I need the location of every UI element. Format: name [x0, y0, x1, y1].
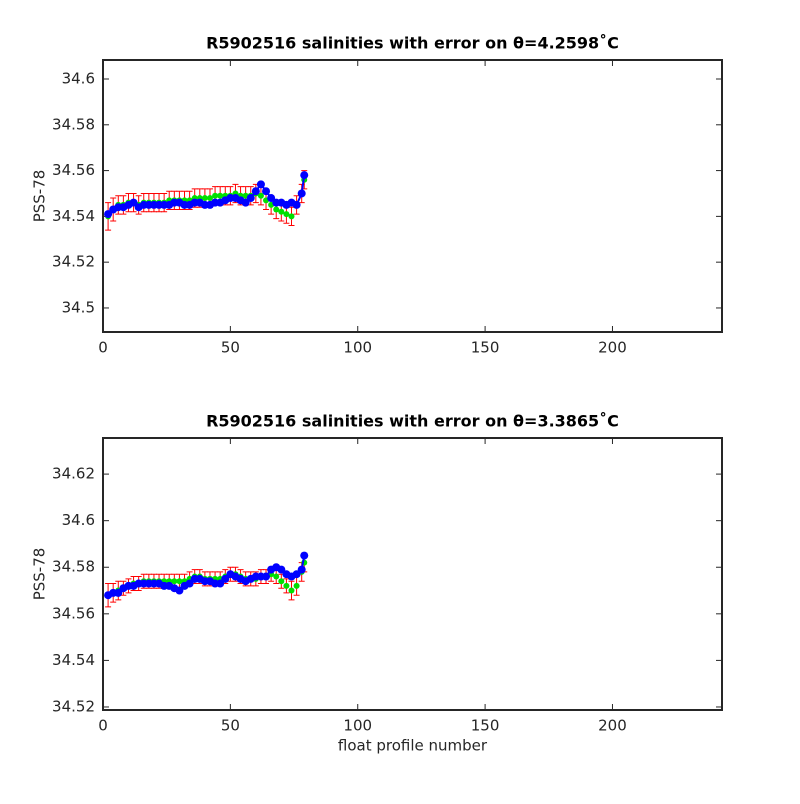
point	[283, 211, 290, 218]
y-axis-label: PSS-78	[31, 548, 49, 601]
y-tick-label: 34.54	[52, 651, 95, 669]
point	[206, 195, 213, 202]
point	[262, 187, 271, 196]
point	[297, 565, 306, 574]
point	[241, 198, 250, 207]
point	[221, 574, 230, 583]
point	[262, 572, 271, 581]
point	[277, 565, 286, 574]
point	[175, 586, 184, 595]
chart-title: R5902516 salinities with error on θ=3.38…	[206, 412, 619, 431]
x-tick-label: 0	[98, 717, 108, 735]
point	[201, 195, 208, 202]
point	[288, 587, 295, 594]
point	[257, 192, 264, 199]
point	[114, 588, 123, 597]
point	[283, 582, 290, 589]
point	[297, 189, 306, 198]
x-tick-label: 0	[98, 339, 108, 357]
point	[246, 194, 255, 203]
point	[300, 171, 309, 180]
x-tick-label: 150	[471, 717, 500, 735]
axes-frame	[102, 437, 723, 711]
y-axis-label: PSS-78	[31, 170, 49, 223]
x-tick-label: 200	[598, 717, 627, 735]
point	[293, 582, 300, 589]
subplot: 34.52 34.54 34.56 34.58 34.6 34.62 0 50 100 150 20…	[31, 412, 723, 755]
point	[251, 187, 260, 196]
y-tick-label: 34.62	[52, 465, 95, 483]
y-tick-label: 34.52	[52, 253, 95, 271]
y-tick-label: 34.6	[62, 70, 95, 88]
point	[129, 198, 138, 207]
y-tick-label: 34.56	[52, 161, 95, 179]
chart-title: R5902516 salinities with error on θ=4.25…	[206, 34, 619, 53]
point	[217, 192, 224, 199]
x-tick-label: 200	[598, 339, 627, 357]
point	[176, 578, 183, 585]
point	[288, 213, 295, 220]
point	[256, 180, 265, 189]
x-tick-label: 50	[221, 717, 240, 735]
point	[104, 210, 113, 219]
point	[292, 200, 301, 209]
point	[278, 578, 285, 585]
point	[278, 208, 285, 215]
y-tick-label: 34.52	[52, 697, 95, 715]
point	[185, 579, 194, 588]
y-tick-label: 34.58	[52, 115, 95, 133]
x-axis-label: float profile number	[338, 737, 488, 755]
plot-area	[103, 438, 722, 710]
point	[267, 194, 276, 203]
y-tick-label: 34.6	[62, 511, 95, 529]
point	[292, 570, 301, 579]
point	[273, 573, 280, 580]
y-tick-label: 34.5	[62, 298, 95, 316]
x-tick-label: 100	[343, 339, 372, 357]
point	[212, 192, 219, 199]
point	[300, 551, 309, 560]
y-tick-label: 34.56	[52, 604, 95, 622]
x-tick-label: 50	[221, 339, 240, 357]
axes-frame	[102, 59, 723, 333]
x-tick-label: 100	[343, 717, 372, 735]
x-tick-label: 150	[471, 339, 500, 357]
point	[273, 206, 280, 213]
y-tick-label: 34.58	[52, 558, 95, 576]
y-tick-label: 34.54	[52, 207, 95, 225]
point	[216, 579, 225, 588]
point	[171, 578, 178, 585]
subplot: 34.5 34.52 34.54 34.56 34.58 34.6 0 50 100 150 200…	[31, 34, 723, 357]
